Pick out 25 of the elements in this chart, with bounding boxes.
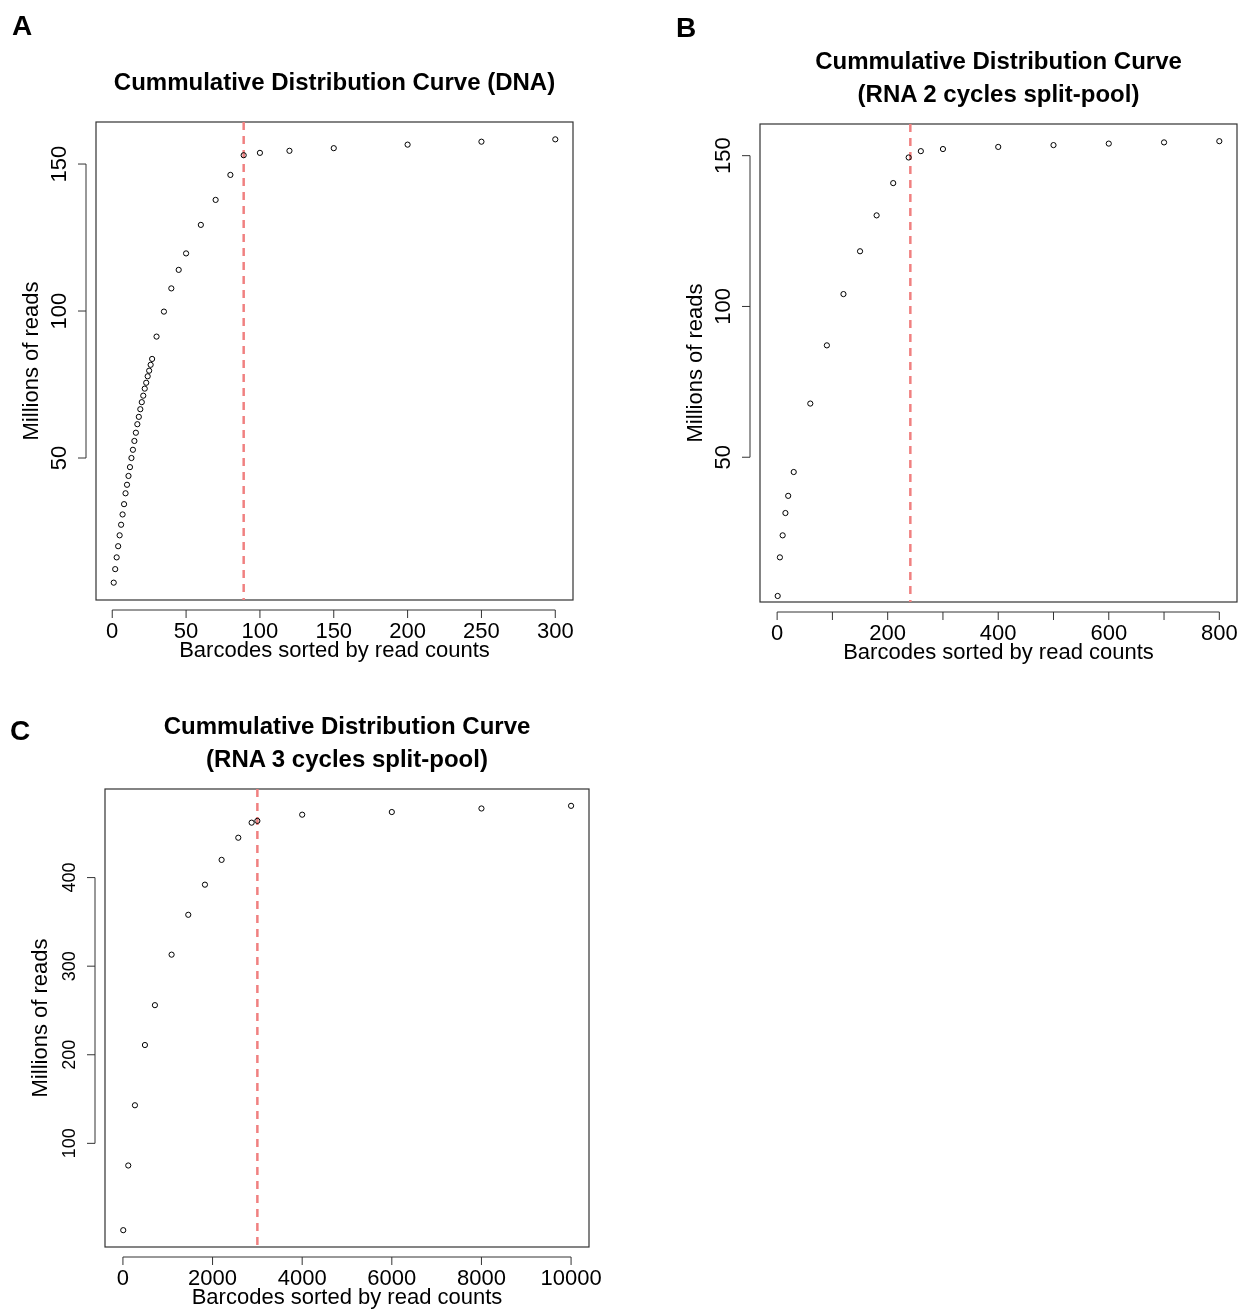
x-tick-label: 0 [106, 617, 119, 643]
y-axis-title: Millions of reads [27, 938, 52, 1098]
y-axis-title: Millions of reads [18, 281, 43, 441]
x-tick-label: 800 [1200, 619, 1238, 645]
chart-title: Cummulative Distribution Curve (RNA 2 cycles split-pool) [815, 47, 1182, 107]
y-tick-label: 100 [710, 288, 735, 325]
x-tick-label: 10000 [540, 1264, 602, 1290]
x-tick-label: 0 [116, 1264, 130, 1290]
chart-title: Cummulative Distribution Curve (DNA) [113, 68, 556, 95]
y-tick-label: 100 [46, 292, 71, 330]
y-axis-title: Millions of reads [682, 283, 707, 443]
chart-title: Cummulative Distribution Curve (RNA 3 cycles split-pool) [163, 712, 531, 772]
y-tick-label: 50 [46, 445, 71, 471]
text: B [676, 12, 697, 43]
y-tick-label: 150 [710, 137, 735, 175]
y-tick-label: 150 [46, 145, 71, 183]
text: C [10, 715, 31, 746]
x-tick-label: 0 [771, 619, 784, 645]
y-tick-label: 100 [59, 1128, 79, 1159]
y-tick-label: 50 [710, 445, 735, 470]
y-tick-label: 400 [59, 862, 79, 893]
y-tick-label: 300 [59, 951, 79, 982]
text: A [12, 10, 33, 41]
x-tick-label: 300 [536, 617, 574, 643]
y-tick-label: 200 [59, 1039, 79, 1070]
